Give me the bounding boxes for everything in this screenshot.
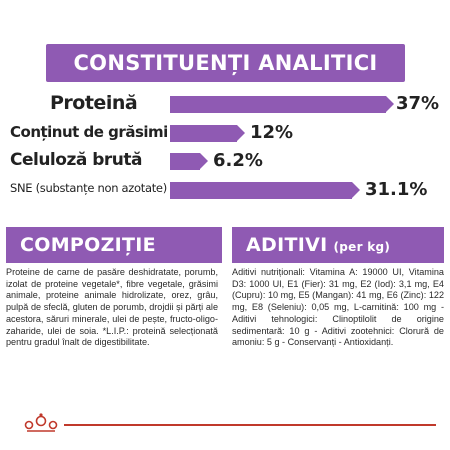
analytic-value: 37% xyxy=(396,93,440,114)
analytic-bar xyxy=(170,153,208,170)
additives-title-text: ADITIVI xyxy=(246,234,328,256)
footer-divider xyxy=(64,424,436,426)
analytic-value: 6.2% xyxy=(213,150,263,171)
composition-title: COMPOZIȚIE xyxy=(6,227,222,263)
analytic-bar xyxy=(170,96,394,113)
analytic-value: 12% xyxy=(250,122,294,143)
crown-logo-icon xyxy=(24,412,58,434)
analytic-label: Proteină xyxy=(50,92,138,114)
additives-title: ADITIVI (per kg) xyxy=(232,227,444,263)
additives-title-suffix: (per kg) xyxy=(333,240,391,254)
analytic-bar xyxy=(170,125,245,142)
analytic-value: 31.1% xyxy=(365,179,428,200)
composition-title-text: COMPOZIȚIE xyxy=(20,234,156,256)
analytics-title: CONSTITUENȚI ANALITICI xyxy=(46,44,405,82)
composition-text: Proteine de carne de pasăre deshidratate… xyxy=(6,267,218,348)
additives-text: Aditivi nutriționali: Vitamina A: 19000 … xyxy=(232,267,444,348)
analytic-bar xyxy=(170,182,360,199)
analytic-label: SNE (substanțe non azotate) xyxy=(10,181,167,195)
analytic-label: Conținut de grăsimi xyxy=(10,123,168,141)
analytic-label: Celuloză brută xyxy=(10,150,142,170)
